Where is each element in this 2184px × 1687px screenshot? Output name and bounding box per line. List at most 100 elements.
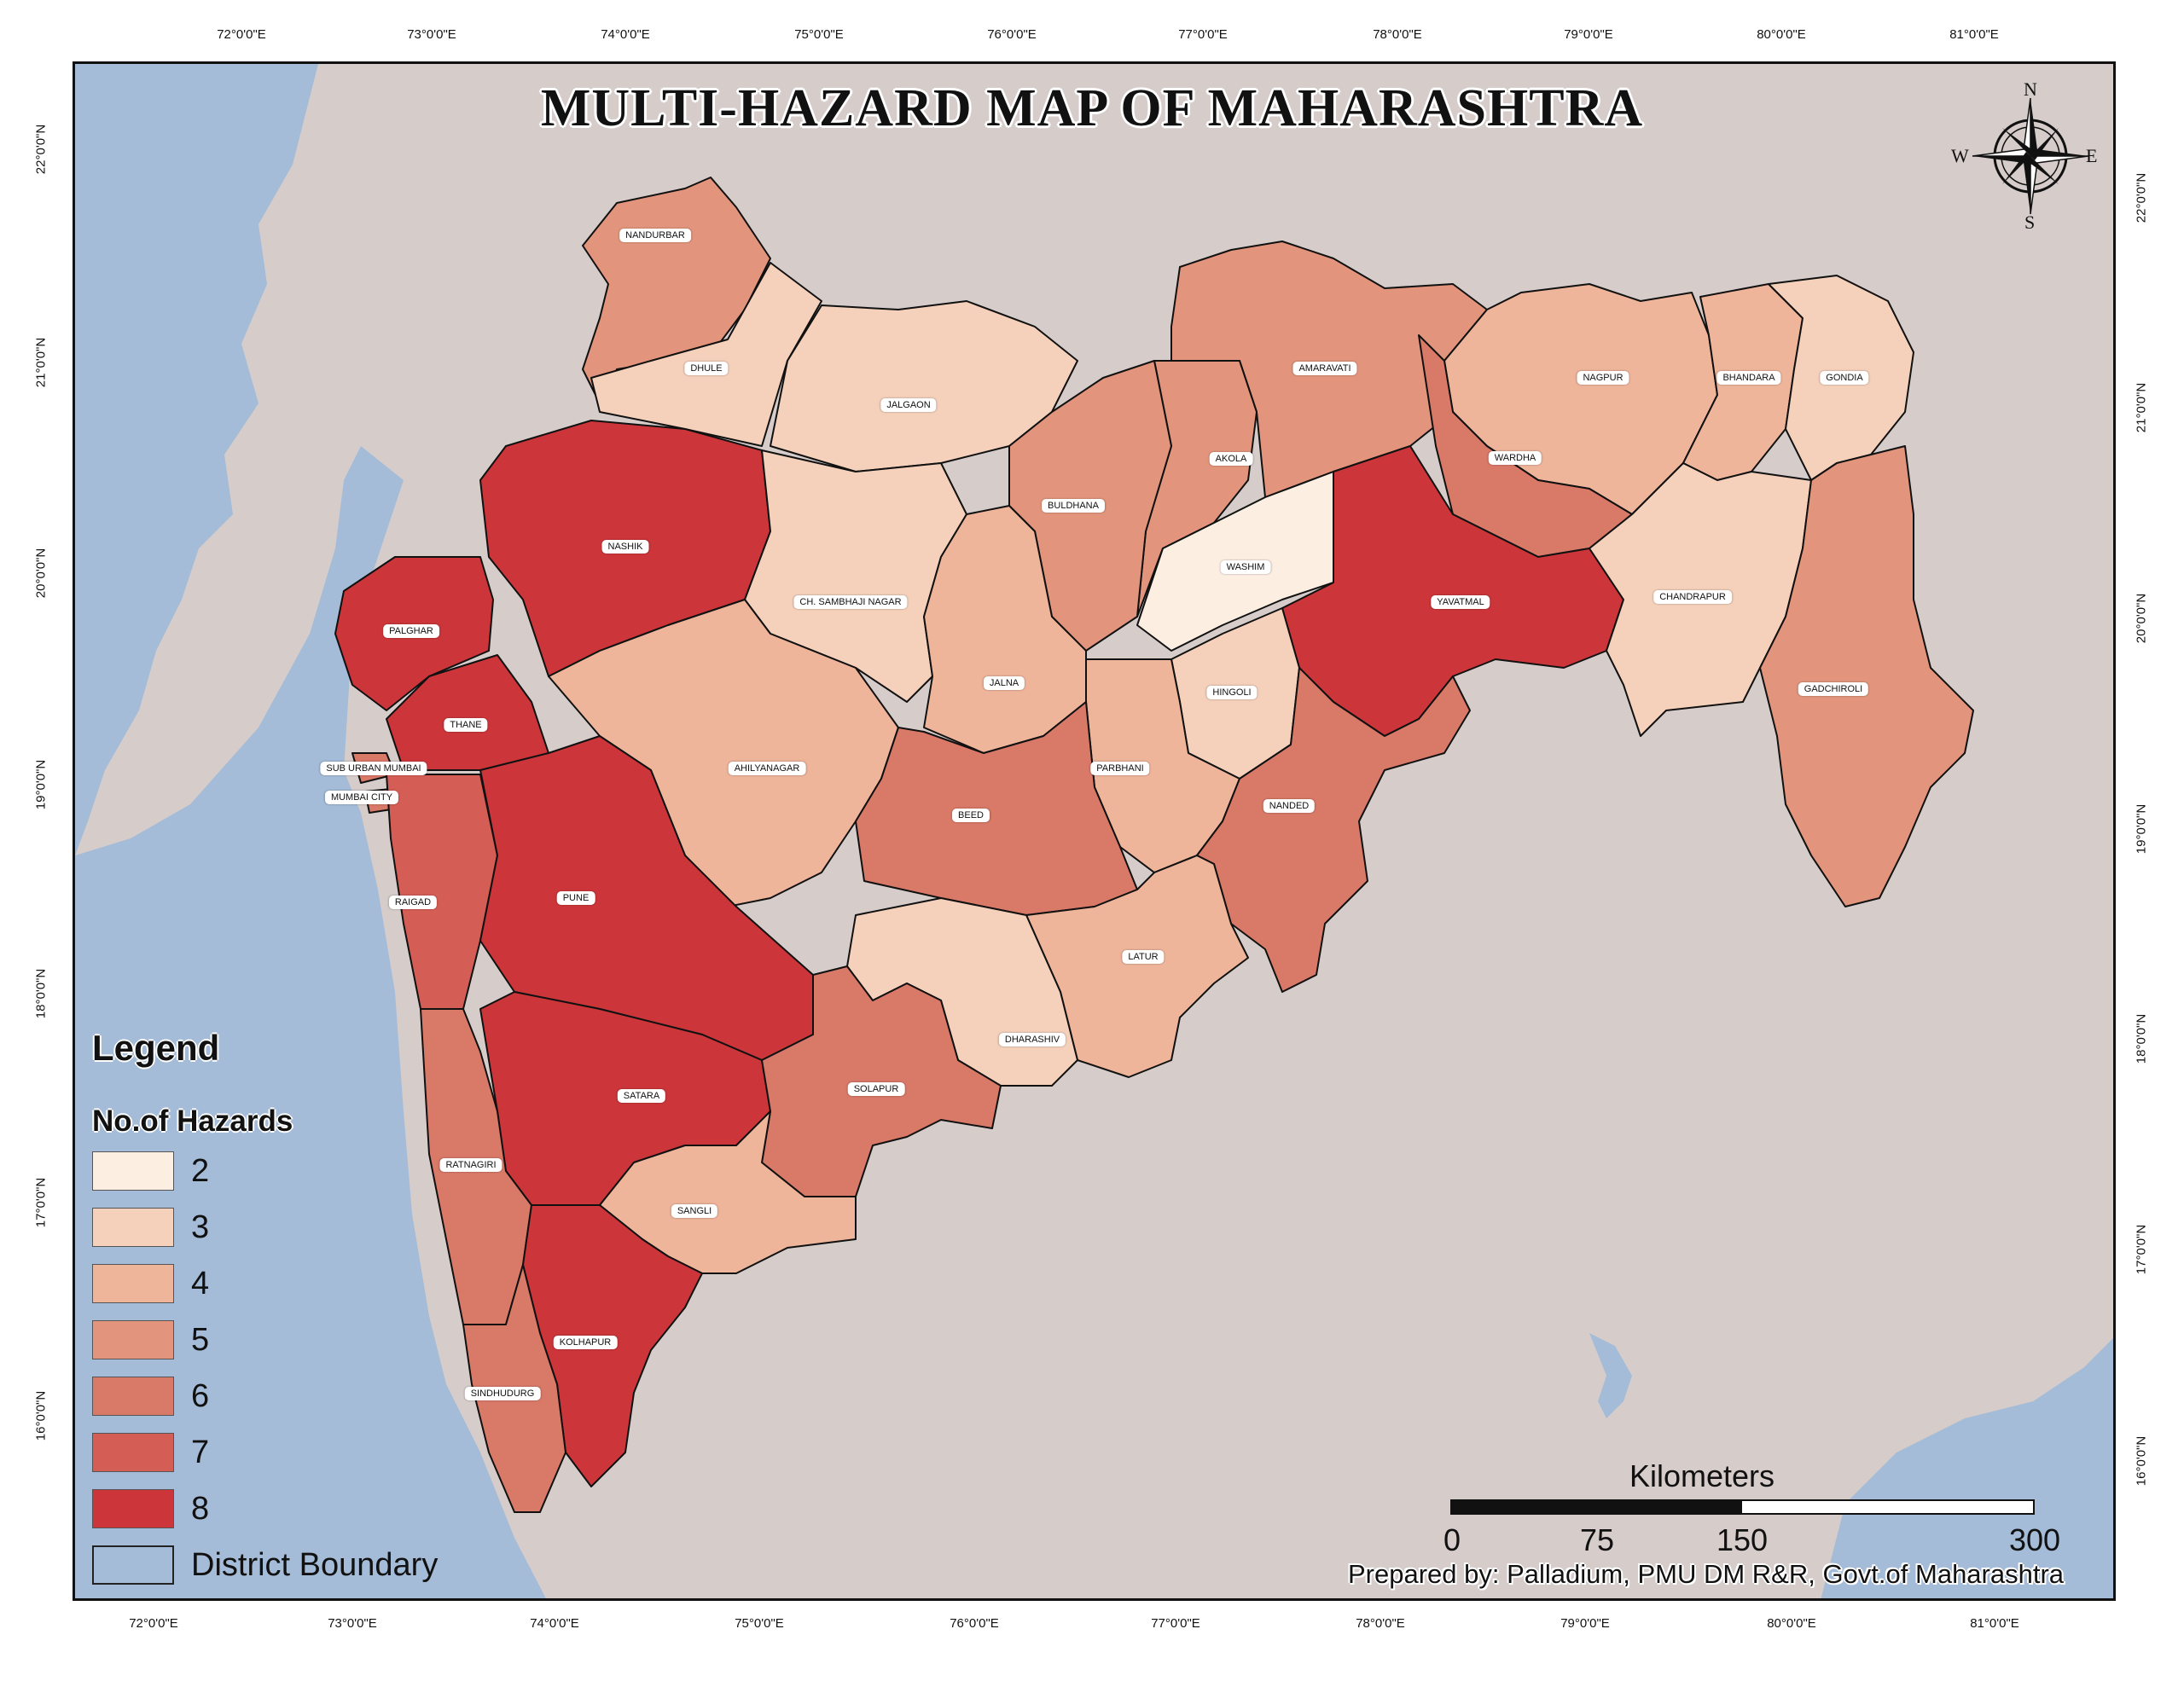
- compass-north: N: [2024, 78, 2037, 100]
- legend-label: 6: [191, 1378, 210, 1414]
- district-label: JALNA: [983, 676, 1025, 690]
- bay-of-bengal: [1821, 1338, 2113, 1598]
- legend-swatch: [92, 1151, 174, 1191]
- legend-subtitle: No.of Hazards: [92, 1104, 293, 1138]
- legend-label: 3: [191, 1209, 210, 1245]
- left-latitude-tick: 17°0'0"N: [33, 1177, 49, 1228]
- scale-label: 0: [1443, 1522, 1461, 1557]
- district-label: WASHIM: [1220, 560, 1271, 574]
- arabian-sea-coast: [75, 446, 546, 1598]
- top-longitude-tick: 74°0'0"E: [601, 27, 650, 42]
- bottom-longitude-tick: 75°0'0"E: [735, 1616, 784, 1631]
- district-label: KOLHAPUR: [553, 1336, 618, 1349]
- top-longitude-tick: 77°0'0"E: [1178, 27, 1228, 42]
- district-label: RAIGAD: [388, 896, 438, 909]
- map-title: MULTI-HAZARD MAP OF MAHARASHTRA: [540, 79, 1644, 137]
- right-latitude-tick: 21°0'0"N: [2134, 382, 2149, 433]
- district-label: GONDIA: [1820, 371, 1869, 385]
- district-label: BULDHANA: [1042, 499, 1105, 513]
- districts-layer: [334, 177, 1974, 1513]
- scale-segment: [1595, 1499, 1742, 1515]
- legend-swatch: [92, 1264, 174, 1303]
- top-longitude-tick: 81°0'0"E: [1949, 27, 1999, 42]
- legend-label: 8: [191, 1491, 210, 1527]
- bottom-longitude-tick: 73°0'0"E: [328, 1616, 377, 1631]
- legend-label: District Boundary: [191, 1547, 439, 1583]
- compass-south: S: [2024, 212, 2036, 233]
- district-label: AHILYANAGAR: [728, 762, 806, 775]
- district-label: BHANDARA: [1716, 371, 1781, 385]
- district-label: RATNAGIRI: [439, 1158, 502, 1172]
- top-longitude-tick: 80°0'0"E: [1757, 27, 1806, 42]
- district-label: HINGOLI: [1206, 686, 1258, 699]
- legend-label: 7: [191, 1435, 210, 1470]
- district-label: JALGAON: [880, 398, 937, 412]
- district-label: CH. SAMBHAJI NAGAR: [793, 595, 908, 609]
- right-latitude-tick: 17°0'0"N: [2134, 1224, 2149, 1275]
- district-label: NANDURBAR: [619, 229, 691, 242]
- district-label: SUB URBAN MUMBAI: [320, 762, 427, 775]
- legend-label: 2: [191, 1153, 210, 1189]
- district-label: DHULE: [684, 362, 729, 375]
- bottom-longitude-tick: 76°0'0"E: [950, 1616, 999, 1631]
- right-latitude-tick: 18°0'0"N: [2134, 1013, 2149, 1064]
- district-map: [75, 64, 2113, 1598]
- scale-bar: Kilometers 0 75 150 300: [1443, 1458, 2060, 1561]
- compass-west: W: [1951, 145, 1969, 166]
- scale-label: 150: [1716, 1522, 1769, 1557]
- legend-swatch: [92, 1377, 174, 1416]
- left-latitude-tick: 18°0'0"N: [33, 968, 49, 1019]
- arabian-sea: [75, 64, 318, 855]
- left-latitude-tick: 19°0'0"N: [33, 759, 49, 810]
- district-latur: [1025, 855, 1249, 1078]
- legend-swatch: [92, 1208, 174, 1247]
- district-label: NANDED: [1263, 799, 1316, 813]
- district-label: SATARA: [617, 1089, 666, 1103]
- top-longitude-tick: 73°0'0"E: [407, 27, 456, 42]
- compass-east: E: [2086, 145, 2098, 166]
- district-label: SOLAPUR: [847, 1082, 905, 1096]
- district-label: PUNE: [556, 891, 595, 905]
- district-label: PARBHANI: [1090, 762, 1150, 775]
- district-label: DHARASHIV: [998, 1033, 1066, 1046]
- right-latitude-tick: 20°0'0"N: [2134, 593, 2149, 644]
- scale-segment: [1740, 1499, 2035, 1515]
- district-label: AMARAVATI: [1292, 362, 1357, 375]
- district-label: WARDHA: [1488, 451, 1542, 465]
- credit-text: Prepared by: Palladium, PMU DM R&R, Govt…: [1348, 1559, 2065, 1589]
- district-label: SANGLI: [671, 1204, 718, 1218]
- scale-label: 75: [1579, 1522, 1615, 1557]
- bottom-longitude-tick: 74°0'0"E: [530, 1616, 579, 1631]
- right-latitude-tick: 19°0'0"N: [2134, 803, 2149, 855]
- district-label: GADCHIROLI: [1798, 682, 1869, 696]
- legend-label: 4: [191, 1266, 210, 1301]
- district-label: SINDHUDURG: [464, 1387, 541, 1400]
- compass-rose-icon: [1972, 97, 2089, 215]
- top-longitude-tick: 79°0'0"E: [1564, 27, 1613, 42]
- north-arrow-icon: N S E W: [1951, 78, 2098, 233]
- legend-swatch: [92, 1320, 174, 1359]
- bottom-longitude-tick: 78°0'0"E: [1356, 1616, 1405, 1631]
- right-latitude-tick: 22°0'0"N: [2134, 172, 2149, 223]
- district-gadchiroli: [1759, 445, 1974, 907]
- legend-title: Legend: [92, 1028, 220, 1068]
- left-latitude-tick: 16°0'0"N: [33, 1390, 49, 1441]
- legend-swatch: [92, 1545, 174, 1585]
- bottom-longitude-tick: 79°0'0"E: [1560, 1616, 1610, 1631]
- bottom-longitude-tick: 72°0'0"E: [129, 1616, 178, 1631]
- district-label: CHANDRAPUR: [1653, 590, 1732, 604]
- district-label: NAGPUR: [1577, 371, 1629, 385]
- map-frame: [73, 61, 2116, 1601]
- district-label: THANE: [444, 718, 488, 732]
- district-label: AKOLA: [1209, 452, 1253, 466]
- district-label: LATUR: [1122, 950, 1165, 964]
- left-latitude-tick: 20°0'0"N: [33, 548, 49, 599]
- top-longitude-tick: 72°0'0"E: [217, 27, 266, 42]
- district-dhule: [590, 262, 822, 447]
- left-latitude-tick: 21°0'0"N: [33, 337, 49, 388]
- district-raigad: [386, 774, 498, 1010]
- legend-label: 5: [191, 1322, 210, 1358]
- legend-swatch: [92, 1489, 174, 1528]
- district-label: YAVATMAL: [1431, 595, 1490, 609]
- legend-swatch: [92, 1433, 174, 1472]
